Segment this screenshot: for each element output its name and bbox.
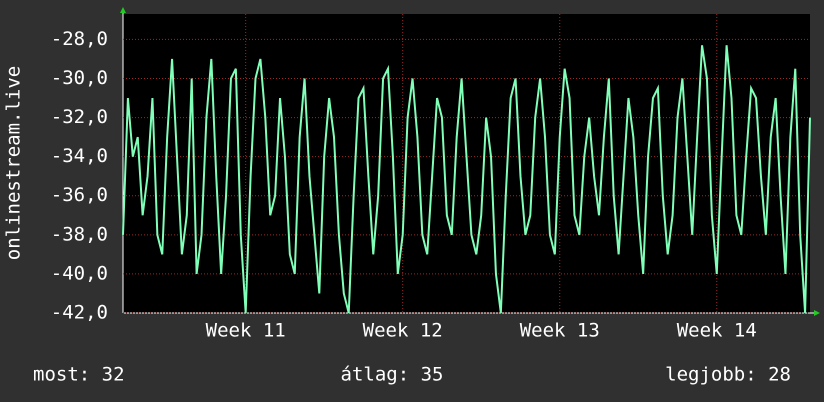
y-tick-label: -36,0 xyxy=(51,184,108,206)
y-tick-label: -30,0 xyxy=(51,67,108,89)
y-tick-label: -42,0 xyxy=(51,302,108,324)
y-tick-label: -38,0 xyxy=(51,223,108,245)
y-tick-label: -40,0 xyxy=(51,262,108,284)
y-tick-label: -28,0 xyxy=(51,28,108,50)
x-tick-label: Week 13 xyxy=(520,320,600,342)
y-tick-label: -32,0 xyxy=(51,106,108,128)
footer-current: most: 32 xyxy=(33,364,125,386)
x-arrow xyxy=(814,310,820,316)
footer-average: átlag: 35 xyxy=(341,364,444,386)
y-tick-label: -34,0 xyxy=(51,145,108,167)
x-tick-label: Week 14 xyxy=(677,320,757,342)
footer-best: legjobb: 28 xyxy=(665,364,791,386)
x-tick-label: Week 11 xyxy=(206,320,286,342)
y-arrow xyxy=(120,7,126,13)
data-line xyxy=(122,45,811,314)
x-tick-label: Week 12 xyxy=(363,320,443,342)
y-axis-label: onlinestream.live xyxy=(3,66,25,260)
